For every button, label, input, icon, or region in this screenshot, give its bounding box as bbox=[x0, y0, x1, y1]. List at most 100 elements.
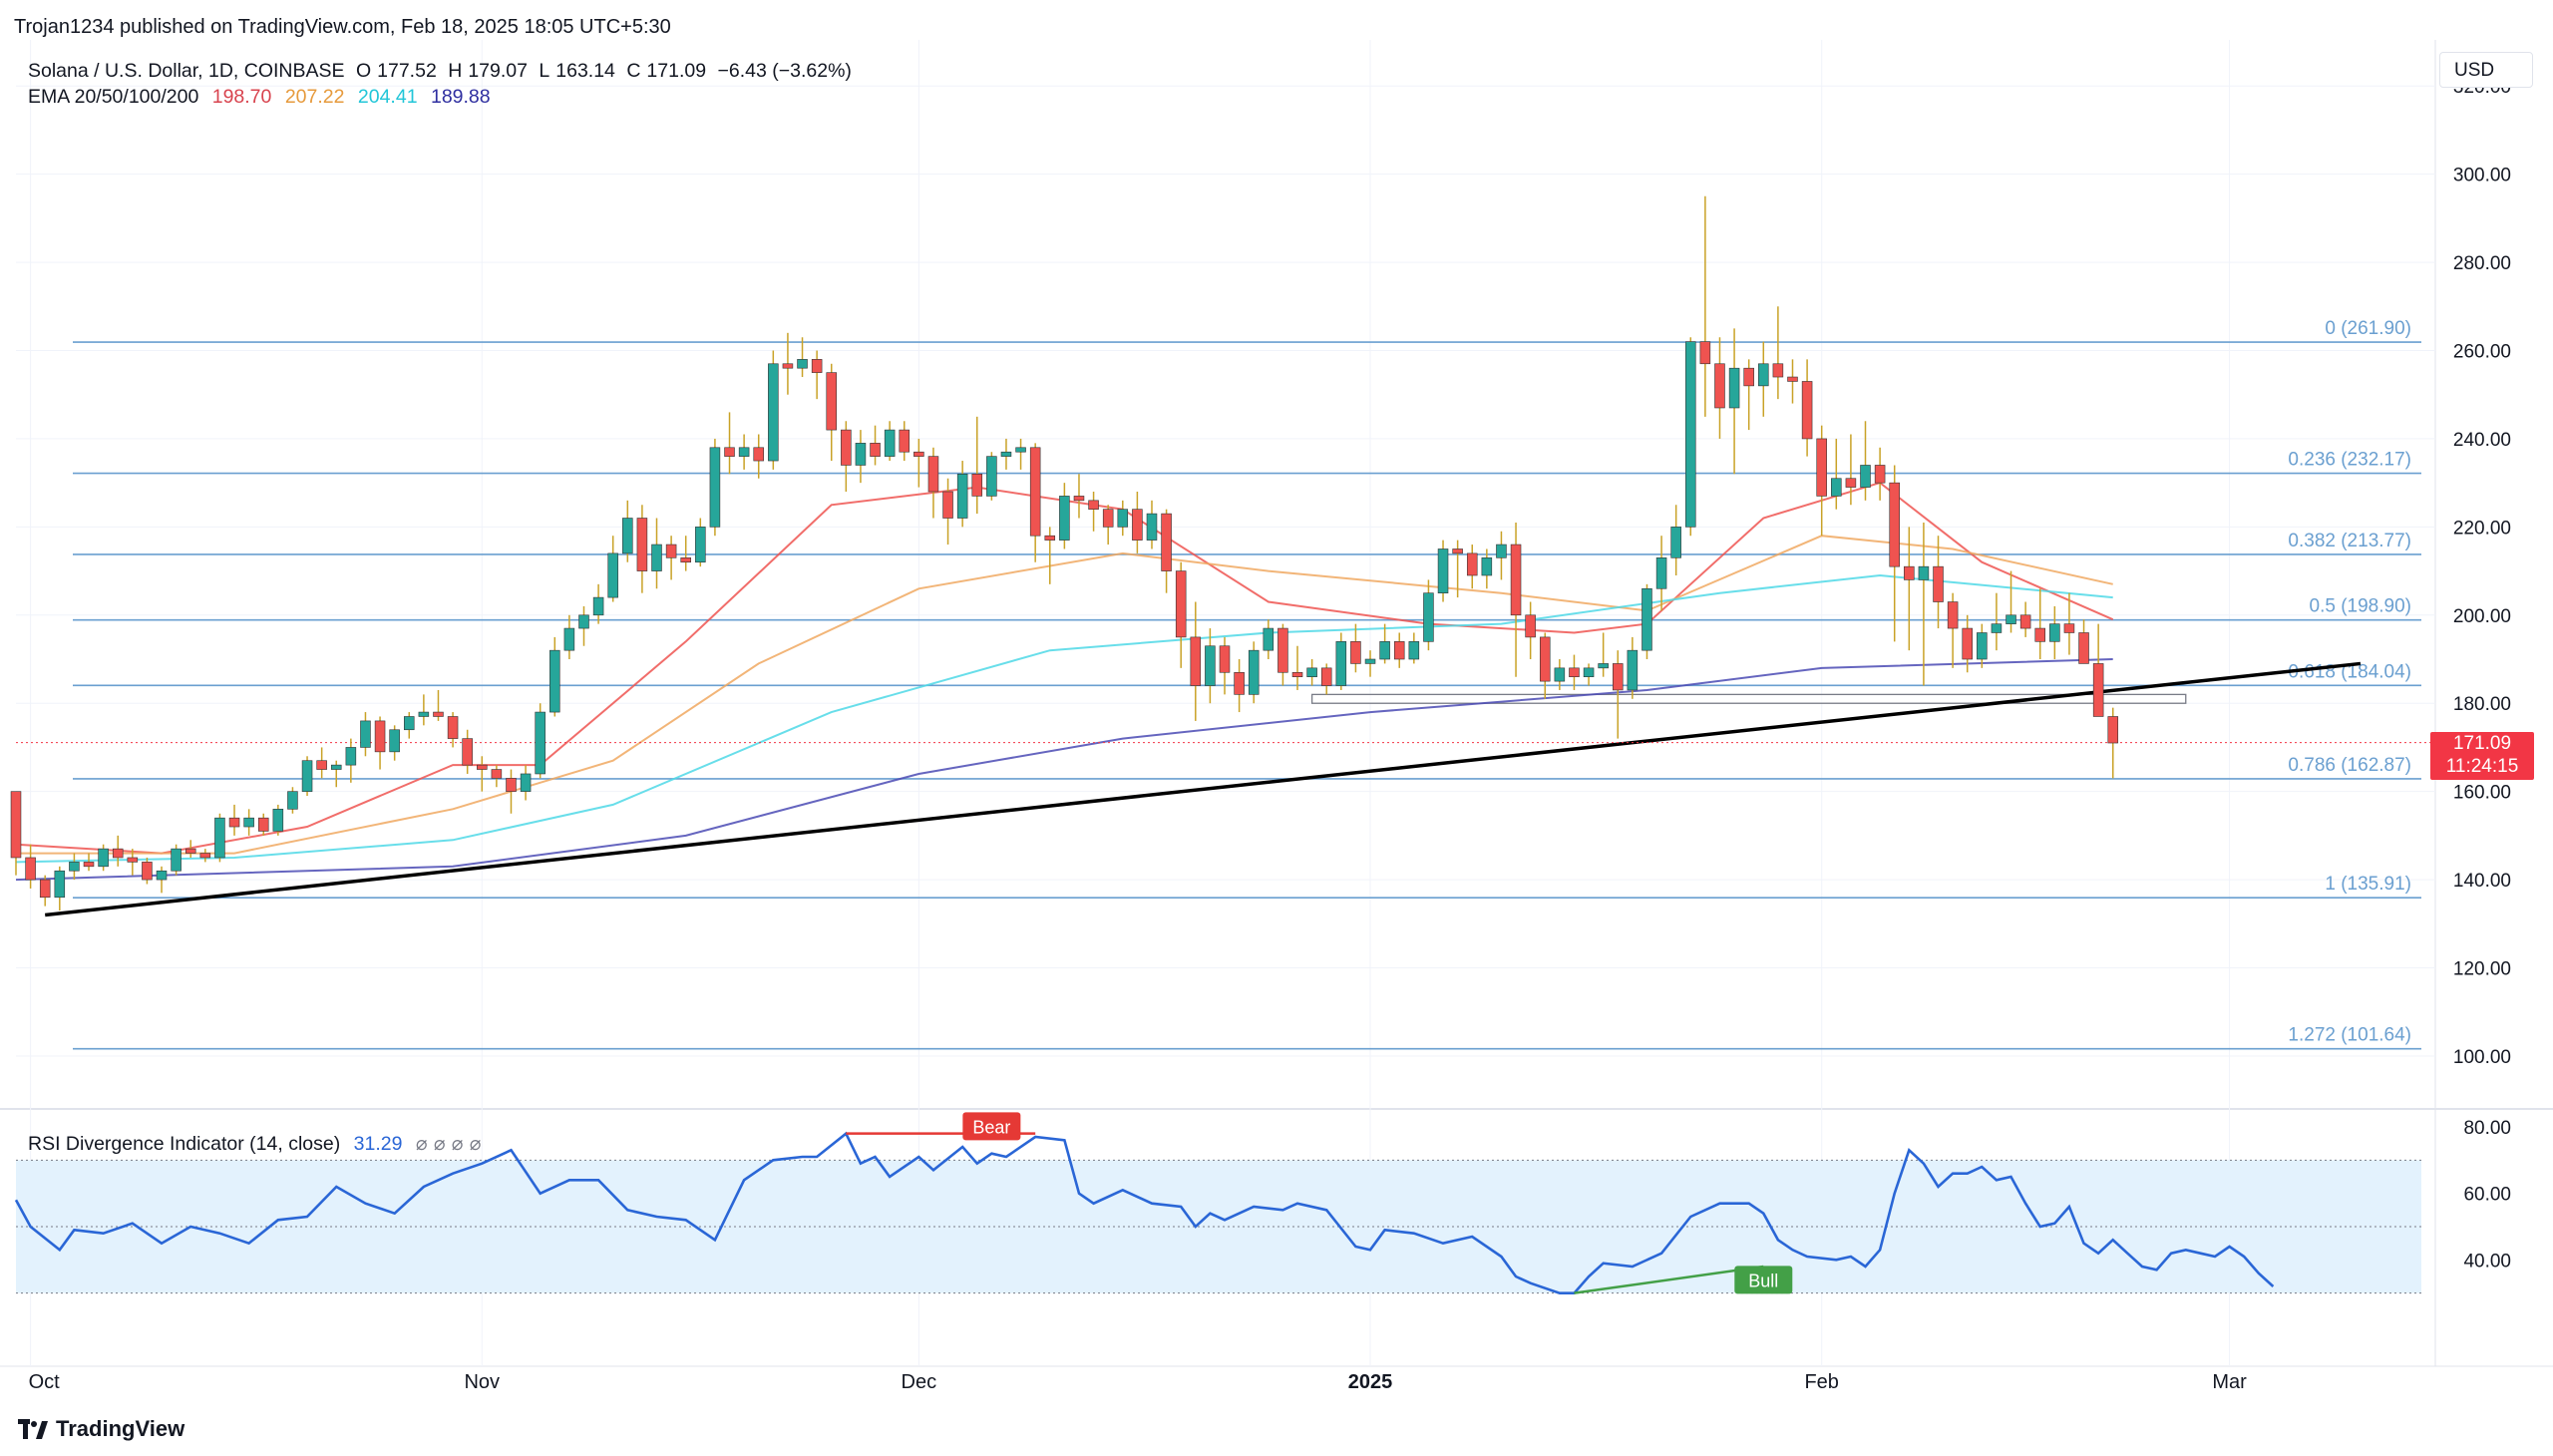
candle-body bbox=[2034, 627, 2045, 642]
candle bbox=[520, 765, 532, 801]
candle-body bbox=[826, 372, 837, 431]
candle-body bbox=[243, 817, 254, 828]
grid-lines bbox=[16, 40, 2435, 1366]
candle bbox=[1670, 505, 1681, 575]
rsi-y-tick-label: 40.00 bbox=[2463, 1251, 2511, 1272]
candle-body bbox=[1801, 381, 1813, 440]
settings-icons[interactable]: ⌀ ⌀ ⌀ ⌀ bbox=[415, 1132, 482, 1155]
candle-body bbox=[1845, 478, 1857, 488]
candle bbox=[1569, 654, 1580, 690]
candle bbox=[1962, 614, 1973, 673]
rsi-legend[interactable]: RSI Divergence Indicator (14, close) 31.… bbox=[28, 1132, 489, 1156]
candle bbox=[870, 425, 881, 466]
change-value: −6.43 (−3.62%) bbox=[717, 60, 852, 82]
y-tick-label: 240.00 bbox=[2453, 430, 2511, 451]
candle-body bbox=[1860, 465, 1871, 488]
candle-body bbox=[1291, 671, 1303, 677]
candle bbox=[927, 447, 939, 519]
candle-body bbox=[1714, 363, 1725, 409]
ema100-value: 204.41 bbox=[357, 86, 418, 108]
candle-body bbox=[1787, 376, 1798, 382]
candle-body bbox=[1364, 658, 1376, 664]
candle bbox=[1743, 359, 1754, 431]
candle-body bbox=[1161, 513, 1172, 571]
ema-label: EMA 20/50/100/200 bbox=[28, 86, 199, 108]
tradingview-logo[interactable]: TradingView bbox=[18, 1416, 184, 1442]
candle-body bbox=[374, 720, 386, 753]
candle-body bbox=[1000, 451, 1012, 457]
candle-body bbox=[10, 791, 22, 859]
fib-level-label: 0.5 (198.90) bbox=[2310, 596, 2411, 617]
candle-body bbox=[404, 716, 415, 731]
candle-body bbox=[39, 879, 51, 899]
fib-level-label: 0.382 (213.77) bbox=[2288, 531, 2411, 551]
candle-body bbox=[2078, 632, 2089, 664]
candle-body bbox=[578, 614, 589, 629]
candle bbox=[345, 738, 357, 783]
candle bbox=[811, 350, 823, 400]
candle bbox=[1831, 438, 1842, 510]
bar-countdown: 11:24:15 bbox=[2445, 756, 2519, 777]
ema-legend[interactable]: EMA 20/50/100/200 198.70 207.22 204.41 1… bbox=[28, 86, 499, 109]
candle bbox=[2049, 605, 2060, 660]
candle-body bbox=[272, 809, 284, 832]
candle-body bbox=[156, 870, 168, 881]
low-label: L bbox=[539, 60, 550, 82]
candle-body bbox=[1015, 447, 1026, 453]
candle bbox=[826, 363, 837, 462]
y-tick-label: 160.00 bbox=[2453, 783, 2511, 804]
candle bbox=[1146, 500, 1158, 549]
candle bbox=[1263, 619, 1275, 660]
candle bbox=[330, 760, 342, 788]
x-tick-label: Nov bbox=[464, 1371, 500, 1393]
candle bbox=[884, 421, 896, 462]
candle bbox=[127, 849, 139, 876]
candle-body bbox=[330, 764, 342, 770]
candle-body bbox=[1889, 482, 1900, 567]
candle-body bbox=[1525, 614, 1536, 638]
candle-body bbox=[345, 747, 357, 766]
currency-button[interactable]: USD bbox=[2439, 52, 2533, 88]
candle bbox=[1758, 341, 1769, 417]
candle-body bbox=[1977, 632, 1988, 660]
candle bbox=[913, 438, 924, 488]
y-tick-label: 300.00 bbox=[2453, 166, 2511, 186]
candle bbox=[506, 769, 517, 814]
candle bbox=[1000, 438, 1012, 470]
candle-body bbox=[797, 359, 808, 369]
candle bbox=[156, 866, 168, 894]
candle-body bbox=[1452, 548, 1463, 554]
candle-body bbox=[1758, 363, 1769, 387]
close-value: 171.09 bbox=[646, 60, 707, 82]
candle-body bbox=[1583, 667, 1595, 677]
candle bbox=[1933, 536, 1944, 629]
rsi-value: 31.29 bbox=[353, 1133, 403, 1155]
candle bbox=[2034, 588, 2045, 660]
candle bbox=[592, 583, 604, 624]
candle-body bbox=[680, 557, 691, 563]
candle-body bbox=[738, 447, 750, 457]
candle-body bbox=[1248, 649, 1260, 695]
candle-body bbox=[520, 773, 532, 792]
candle bbox=[39, 875, 51, 907]
close-label: C bbox=[626, 60, 641, 82]
y-tick-label: 220.00 bbox=[2453, 518, 2511, 539]
candle bbox=[1248, 641, 1260, 704]
candle bbox=[1554, 659, 1566, 690]
candle bbox=[841, 421, 852, 492]
candle-body bbox=[870, 443, 881, 457]
candle bbox=[622, 500, 633, 562]
candle-body bbox=[447, 716, 459, 739]
candle bbox=[243, 809, 254, 836]
ema-line bbox=[15, 658, 2113, 882]
candle bbox=[855, 430, 867, 484]
fib-levels: 0 (261.90) 0.236 (232.17) 0.382 (213.77) 0.… bbox=[73, 318, 2421, 1050]
candle-body bbox=[199, 853, 211, 859]
x-tick-label: Oct bbox=[29, 1371, 61, 1393]
ema20-value: 198.70 bbox=[211, 86, 272, 108]
candle bbox=[1699, 195, 1711, 417]
candle-body bbox=[360, 720, 371, 748]
y-tick-label: 100.00 bbox=[2453, 1047, 2511, 1068]
candle bbox=[1102, 505, 1114, 546]
